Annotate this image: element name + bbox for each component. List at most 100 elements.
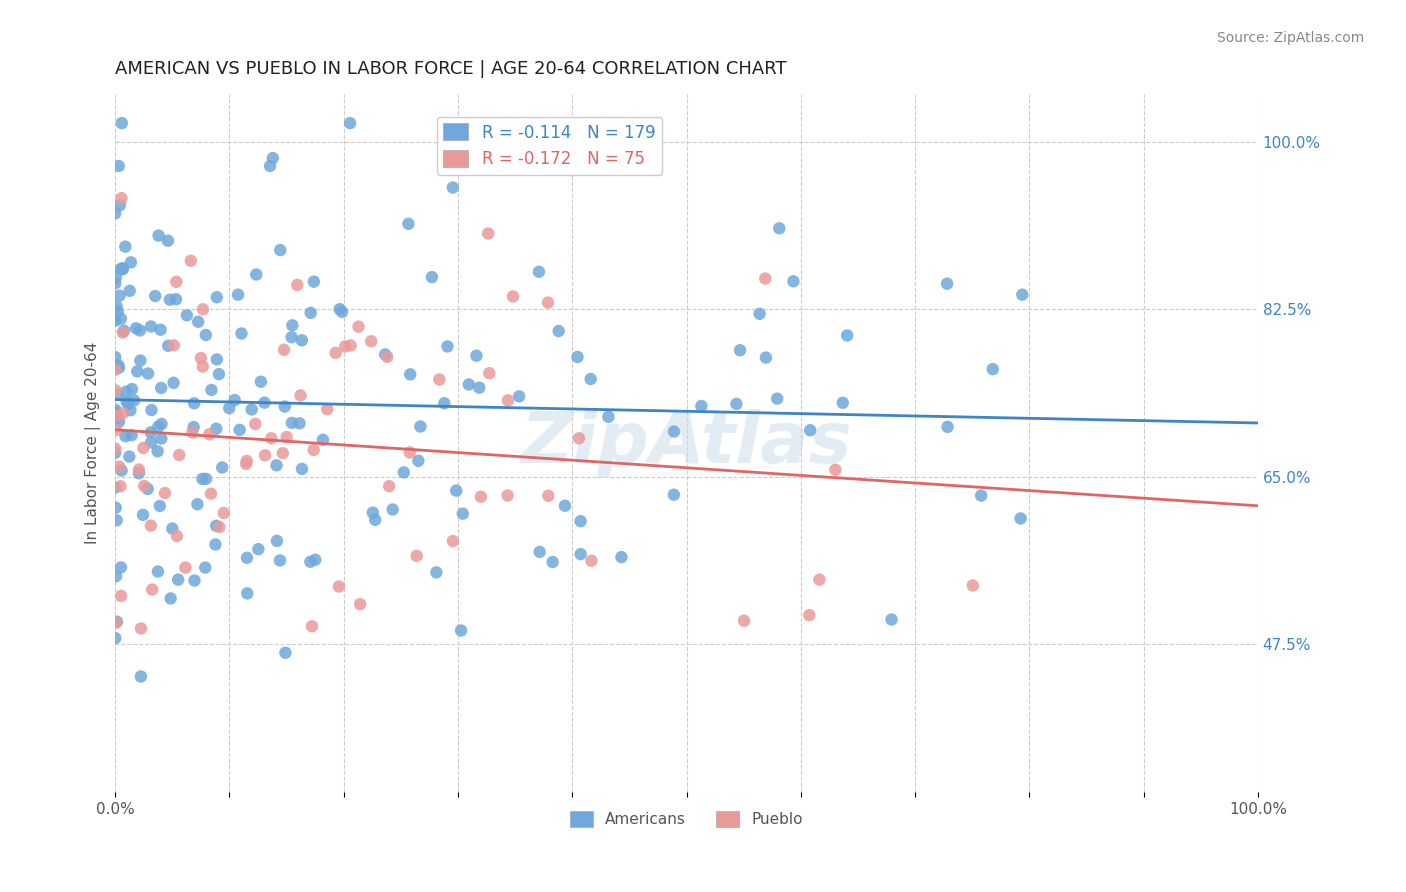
Americans: [361, 506, 384, 520]
Pueblo: [153, 486, 176, 500]
Americans: [281, 416, 304, 430]
Americans: [837, 328, 859, 343]
Americans: [165, 292, 187, 306]
Americans: [104, 314, 127, 328]
Americans: [194, 560, 217, 574]
Text: Source: ZipAtlas.com: Source: ZipAtlas.com: [1216, 31, 1364, 45]
Americans: [125, 321, 148, 335]
Americans: [105, 411, 128, 425]
Pueblo: [496, 488, 519, 502]
Americans: [766, 392, 789, 406]
Pueblo: [165, 275, 187, 289]
Pueblo: [537, 295, 560, 310]
Pueblo: [339, 338, 361, 352]
Americans: [231, 326, 253, 341]
Pueblo: [163, 338, 186, 352]
Pueblo: [427, 372, 450, 386]
Pueblo: [378, 479, 401, 493]
Americans: [183, 396, 205, 410]
Pueblo: [141, 582, 163, 597]
Americans: [451, 507, 474, 521]
Americans: [162, 522, 184, 536]
Americans: [312, 433, 335, 447]
Americans: [104, 500, 127, 515]
Pueblo: [276, 430, 298, 444]
Americans: [211, 460, 233, 475]
Americans: [329, 302, 352, 317]
Americans: [159, 293, 181, 307]
Pueblo: [347, 319, 370, 334]
Americans: [107, 304, 129, 318]
Americans: [399, 368, 422, 382]
Americans: [108, 415, 131, 429]
Americans: [396, 217, 419, 231]
Pueblo: [375, 350, 398, 364]
Americans: [444, 483, 467, 498]
Pueblo: [200, 486, 222, 500]
Pueblo: [180, 253, 202, 268]
Pueblo: [104, 384, 127, 398]
Americans: [274, 400, 297, 414]
Americans: [728, 343, 751, 358]
Y-axis label: In Labor Force | Age 20-64: In Labor Force | Age 20-64: [86, 342, 101, 544]
Americans: [112, 324, 135, 338]
Americans: [141, 403, 163, 417]
Americans: [541, 555, 564, 569]
Americans: [266, 533, 288, 548]
Americans: [195, 472, 218, 486]
Pueblo: [349, 597, 371, 611]
Americans: [547, 324, 569, 338]
Americans: [1010, 511, 1032, 525]
Americans: [554, 499, 576, 513]
Americans: [139, 435, 162, 450]
Americans: [104, 446, 127, 460]
Americans: [269, 553, 291, 567]
Americans: [240, 402, 263, 417]
Americans: [468, 381, 491, 395]
Americans: [111, 262, 134, 277]
Americans: [450, 624, 472, 638]
Americans: [205, 422, 228, 436]
Americans: [121, 428, 143, 442]
Americans: [208, 367, 231, 381]
Pueblo: [245, 417, 267, 431]
Americans: [374, 347, 396, 361]
Americans: [831, 395, 853, 409]
Pueblo: [128, 462, 150, 476]
Americans: [110, 261, 132, 276]
Text: AMERICAN VS PUEBLO IN LABOR FORCE | AGE 20-64 CORRELATION CHART: AMERICAN VS PUEBLO IN LABOR FORCE | AGE …: [115, 60, 787, 78]
Americans: [579, 372, 602, 386]
Americans: [936, 277, 959, 291]
Americans: [104, 277, 127, 291]
Americans: [662, 425, 685, 439]
Americans: [799, 423, 821, 437]
Americans: [1011, 287, 1033, 301]
Americans: [409, 419, 432, 434]
Americans: [139, 425, 162, 440]
Americans: [105, 300, 128, 314]
Americans: [247, 542, 270, 557]
Americans: [782, 274, 804, 288]
Americans: [205, 290, 228, 304]
Americans: [381, 502, 404, 516]
Americans: [527, 265, 550, 279]
Americans: [115, 394, 138, 409]
Pueblo: [111, 406, 134, 420]
Americans: [205, 352, 228, 367]
Americans: [755, 351, 778, 365]
Pueblo: [799, 608, 821, 623]
Americans: [236, 586, 259, 600]
Americans: [148, 419, 170, 434]
Americans: [136, 482, 159, 496]
Americans: [105, 513, 128, 527]
Americans: [936, 420, 959, 434]
Americans: [274, 646, 297, 660]
Americans: [150, 417, 173, 431]
Pueblo: [190, 351, 212, 365]
Americans: [420, 270, 443, 285]
Pueblo: [105, 409, 128, 423]
Americans: [162, 376, 184, 390]
Pueblo: [496, 393, 519, 408]
Americans: [176, 308, 198, 322]
Americans: [436, 339, 458, 353]
